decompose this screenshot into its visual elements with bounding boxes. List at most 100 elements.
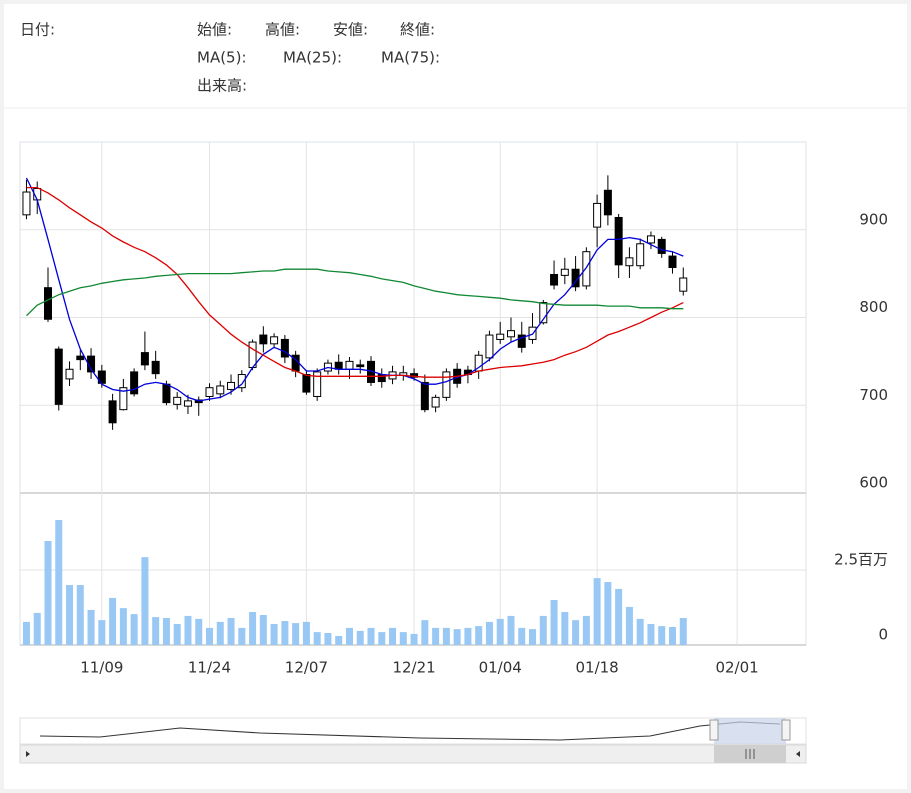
- candle-body: [582, 251, 591, 287]
- candle-body: [539, 302, 548, 324]
- volume-bar: [539, 615, 547, 645]
- volume-bar: [259, 615, 267, 645]
- volume-bar: [582, 615, 590, 645]
- navigator-selection[interactable]: [714, 718, 786, 744]
- volume-bar: [345, 627, 353, 645]
- volume-bar: [324, 633, 332, 645]
- candle-body: [216, 385, 225, 395]
- volume-bar: [87, 609, 95, 645]
- scroll-right[interactable]: [796, 751, 800, 757]
- ma-line: [25, 177, 684, 402]
- candle-body: [657, 238, 666, 254]
- candle-body: [227, 381, 236, 390]
- y-tick-label: 0: [878, 626, 888, 644]
- open-label: 始値:: [197, 21, 232, 39]
- candle-body: [485, 334, 494, 359]
- volume-bar: [76, 585, 84, 645]
- volume-bar: [389, 627, 397, 645]
- y-tick-label: 900: [859, 210, 888, 228]
- candle-body: [679, 277, 688, 292]
- volume-bar: [44, 540, 52, 645]
- volume-bar: [173, 624, 181, 645]
- candle-body: [442, 371, 451, 398]
- candle-body: [108, 400, 117, 424]
- volume-bar: [281, 621, 289, 645]
- scrollbar-grip: [745, 749, 755, 759]
- volume-bar: [270, 624, 278, 645]
- candle-body: [593, 202, 602, 228]
- x-tick-label: 01/18: [576, 659, 619, 677]
- candle-body: [420, 381, 429, 411]
- x-tick-label: 01/04: [479, 659, 522, 677]
- candle-body: [614, 216, 623, 266]
- scroll-left[interactable]: [26, 751, 30, 757]
- volume-bar: [464, 627, 472, 645]
- candle-body: [603, 189, 612, 216]
- volume-bar: [313, 632, 321, 645]
- candle-body: [496, 333, 505, 340]
- candle-body: [76, 355, 85, 361]
- volume-bar: [453, 629, 461, 645]
- volume-bar: [367, 627, 375, 645]
- volume-bar: [636, 618, 644, 645]
- candle-body: [431, 396, 440, 408]
- volume-bar: [109, 597, 117, 645]
- volume-bar: [378, 632, 386, 645]
- low-label: 安値:: [333, 21, 368, 39]
- volume-bar: [518, 627, 526, 645]
- legend-label: MA(75):: [381, 49, 440, 67]
- volume-bar: [152, 617, 160, 645]
- volume-bar: [22, 621, 30, 645]
- x-tick-label: 02/01: [715, 659, 758, 677]
- high-label: 高値:: [265, 21, 300, 39]
- volume-bar: [410, 633, 418, 645]
- volume-bar: [184, 615, 192, 645]
- volume-bar: [162, 618, 170, 645]
- candle-body: [119, 387, 128, 411]
- volume-bar: [668, 627, 676, 645]
- navigator-handle[interactable]: [709, 719, 719, 741]
- x-tick-label: 12/21: [392, 659, 435, 677]
- panel: [4, 4, 907, 789]
- candle-body: [151, 360, 160, 375]
- volume-bar: [206, 627, 214, 645]
- volume-bar: [496, 618, 504, 645]
- volume-bar: [119, 608, 127, 645]
- candle-body: [506, 330, 515, 338]
- candle-body: [646, 235, 655, 244]
- volume-label: 出来高:: [197, 77, 247, 95]
- volume-bar: [141, 557, 149, 645]
- y-tick-label: 2.5百万: [834, 551, 888, 569]
- navigator-handle[interactable]: [781, 719, 791, 741]
- volume-bar: [485, 621, 493, 645]
- volume-bar: [66, 585, 74, 645]
- legend-label: MA(25):: [283, 49, 342, 67]
- candle-body: [237, 374, 246, 389]
- candle-body: [345, 360, 354, 370]
- candle-body: [43, 287, 52, 320]
- candle-body: [517, 334, 526, 348]
- volume-bar: [421, 620, 429, 645]
- close-label: 終値:: [400, 21, 435, 39]
- candle-body: [356, 364, 365, 368]
- volume-bar: [195, 618, 203, 645]
- candle-body: [560, 268, 569, 276]
- volume-bar: [130, 614, 138, 645]
- candle-body: [140, 352, 149, 366]
- volume-bar: [302, 621, 310, 645]
- volume-bar: [227, 618, 235, 645]
- volume-bar: [55, 519, 63, 645]
- volume-bar: [442, 627, 450, 645]
- volume-bar: [529, 629, 537, 645]
- candle-body: [162, 383, 171, 404]
- candle-body: [313, 371, 322, 397]
- volume-bar: [604, 582, 612, 645]
- candle-body: [22, 191, 31, 216]
- candle-body: [173, 396, 182, 405]
- candle-body: [550, 274, 559, 286]
- candle-body: [636, 243, 645, 267]
- candle-body: [302, 374, 311, 393]
- scrollbar[interactable]: [19, 744, 807, 764]
